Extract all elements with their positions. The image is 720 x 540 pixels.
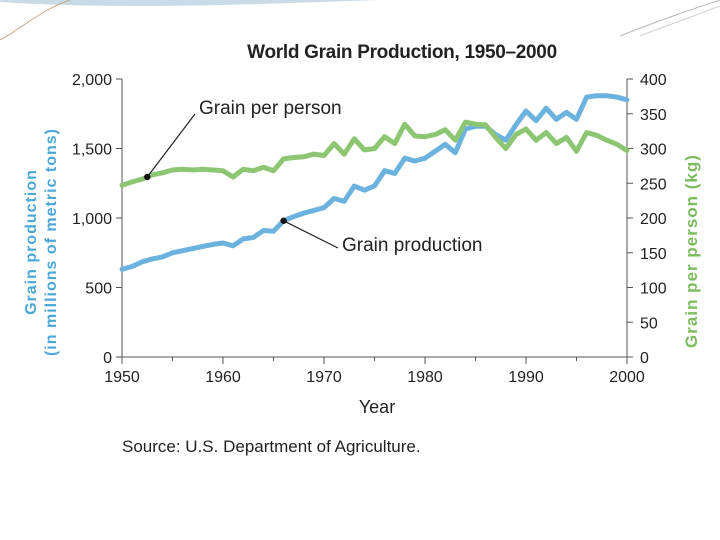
annotation-dot-grain-per-person: [144, 173, 151, 181]
annotation-leader-grain-production: [283, 220, 339, 249]
series-line-grain-production: [119, 93, 630, 272]
x-tick-label: 1970: [306, 369, 342, 386]
chart-title: World Grain Production, 1950–2000: [247, 42, 557, 63]
y-right-tick-label: 150: [640, 246, 667, 263]
y-right-tick-label: 400: [640, 72, 667, 89]
series-line-grain-per-person: [119, 119, 630, 188]
corner-swoosh-top: [0, 0, 380, 6]
y-right-tick-label: 100: [640, 281, 667, 298]
y-right-tick-label: 350: [640, 107, 667, 124]
y-left-tick-label: 1,000: [72, 211, 112, 228]
x-tick-label: 1990: [508, 369, 544, 386]
chart-plot: 0 500 1,000 1,500 2,000 0 50 100 150 200 250 300 350…: [72, 72, 667, 386]
x-tick-label: 1950: [104, 369, 140, 386]
x-tick-label: 2000: [609, 369, 645, 386]
series-layer: [119, 93, 630, 272]
corner-swoosh-line-right-2: [639, 5, 720, 37]
annotation-grain-production: Grain production: [342, 235, 483, 256]
annotation-dot-grain-production: [280, 217, 287, 224]
y-axis-right-title: Grain per person (kg): [682, 154, 701, 348]
y-right-tick-label: 0: [640, 350, 649, 367]
axes-layer: 0 500 1,000 1,500 2,000 0 50 100 150 200 250 300 350…: [72, 72, 667, 386]
y-left-tick-label: 1,500: [72, 142, 112, 159]
y-left-tick-label: 2,000: [72, 72, 112, 89]
chart-panel: 0 500 1,000 1,500 2,000 0 50 100 150 200 250 300 350…: [12, 36, 712, 462]
y-left-tick-label: 500: [85, 281, 112, 298]
y-left-tick-label: 0: [103, 350, 112, 367]
x-axis-title: Year: [358, 397, 396, 417]
corner-swoosh-line-left: [0, 0, 71, 40]
annotation-leader-grain-per-person: [146, 113, 196, 178]
y-axis-left-title-line2: (in millions of metric tons): [43, 128, 60, 357]
slide-corner-decoration: [0, 0, 720, 40]
annotation-grain-per-person: Grain per person: [199, 98, 342, 119]
annotation-layer: [144, 113, 339, 249]
y-right-tick-label: 250: [640, 176, 667, 193]
source-note: Source: U.S. Department of Agriculture.: [122, 437, 421, 456]
x-tick-label: 1980: [407, 369, 443, 386]
y-right-tick-label: 50: [640, 315, 658, 332]
y-axis-left-title-line1: Grain production: [23, 169, 40, 315]
x-tick-label: 1960: [205, 369, 241, 386]
corner-swoosh-line-right: [619, 0, 720, 37]
y-right-tick-label: 200: [640, 211, 667, 228]
y-right-tick-label: 300: [640, 142, 667, 159]
y-axis-left-title: Grain production (in millions of metric …: [22, 92, 62, 392]
